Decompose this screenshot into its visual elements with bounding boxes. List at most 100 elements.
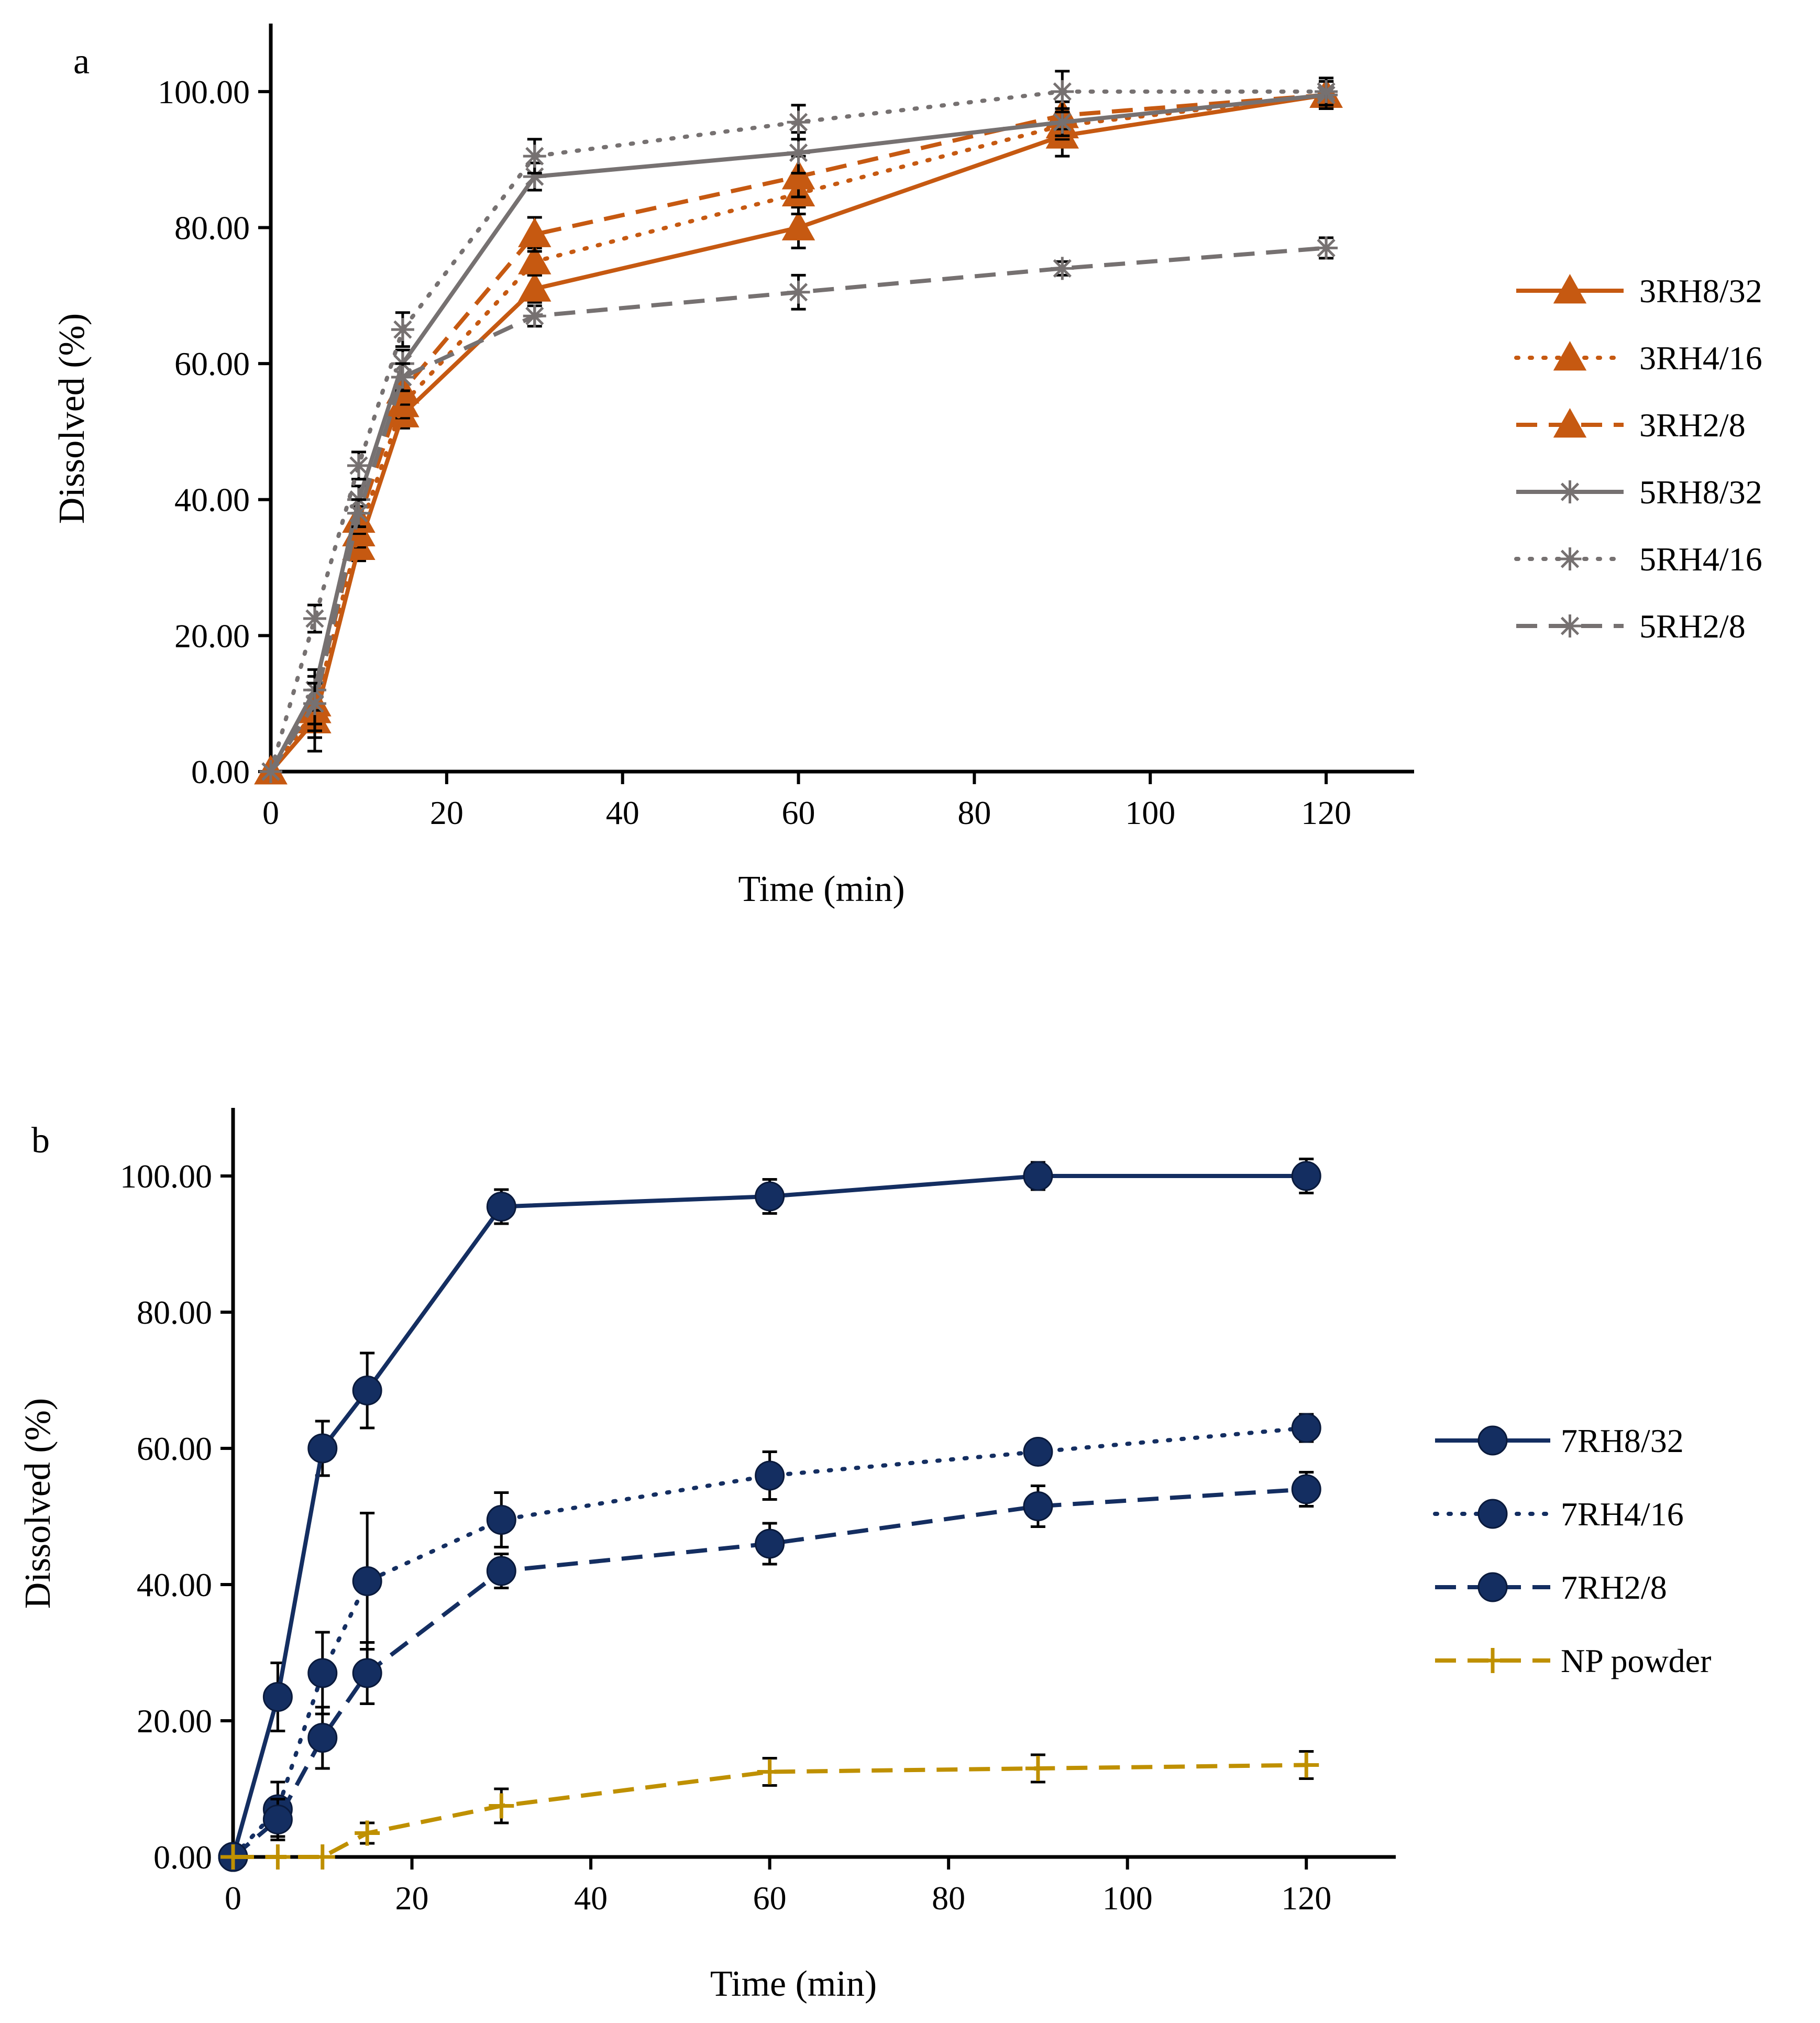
series-line	[269, 246, 1327, 773]
data-point	[262, 1682, 293, 1712]
data-point	[220, 1844, 246, 1870]
series-NP powder	[220, 1750, 1319, 1870]
data-point	[1291, 1474, 1321, 1504]
data-point	[787, 280, 810, 304]
data-point	[352, 1566, 382, 1596]
data-point	[262, 1805, 293, 1834]
y-tick-label: 60.00	[137, 1430, 212, 1467]
data-point	[1315, 236, 1338, 260]
legend-marker	[1477, 1572, 1508, 1602]
data-point	[1023, 1437, 1053, 1467]
legend-label: 7RH2/8	[1561, 1569, 1667, 1606]
legend-marker	[1477, 1499, 1508, 1529]
data-point	[1051, 80, 1074, 103]
x-tick-label: 120	[1281, 1879, 1331, 1917]
x-tick-label: 80	[957, 794, 991, 831]
legend-label: 3RH8/32	[1639, 272, 1762, 310]
data-point	[755, 1529, 785, 1559]
data-point	[352, 1658, 382, 1688]
data-point	[787, 141, 810, 164]
data-point	[355, 1820, 380, 1846]
series-5RH2/8	[259, 236, 1338, 783]
legend-item-7RH2/8: 7RH2/8	[1435, 1569, 1667, 1606]
legend-marker	[1553, 273, 1587, 304]
legend-label: 3RH2/8	[1639, 406, 1746, 444]
data-point	[518, 245, 551, 274]
legend-item-3RH8/32: 3RH8/32	[1516, 272, 1762, 310]
data-point	[347, 501, 370, 525]
legend-item-NP powder: NP powder	[1435, 1642, 1711, 1679]
data-point	[303, 607, 326, 630]
chart-panel-b: 0.00 20.00 40.00 60.00 80.00 100.00 0 20 40 60 80 1…	[18, 1108, 1711, 2004]
data-point	[787, 111, 810, 134]
series-7RH2/8	[218, 1471, 1321, 1872]
data-point	[1291, 1413, 1321, 1443]
legend-item-3RH4/16: 3RH4/16	[1514, 339, 1762, 377]
data-point	[486, 1556, 516, 1586]
data-point	[307, 1723, 338, 1753]
data-point	[352, 1376, 382, 1405]
series-5RH4/16	[259, 70, 1338, 783]
series-7RH4/16	[218, 1413, 1321, 1872]
data-point	[755, 1181, 785, 1212]
x-tick-label: 60	[782, 794, 815, 831]
data-point	[1315, 80, 1338, 103]
y-axis-title: Dissolved (%)	[52, 313, 92, 524]
legend-item-3RH2/8: 3RH2/8	[1516, 406, 1746, 444]
data-point	[523, 145, 546, 168]
series-line	[231, 1426, 1309, 1859]
y-tick-label: 100.00	[120, 1158, 212, 1195]
data-point	[486, 1505, 516, 1535]
data-point	[347, 454, 370, 477]
legend-marker	[1558, 547, 1582, 570]
legend-label: 5RH2/8	[1639, 608, 1746, 645]
legend-marker	[1480, 1648, 1505, 1673]
legend-label: 3RH4/16	[1639, 339, 1762, 377]
x-tick-label: 20	[395, 1879, 429, 1917]
y-tick-label: 0.00	[191, 753, 250, 790]
data-point	[755, 1460, 785, 1491]
legend-label: 5RH8/32	[1639, 474, 1762, 511]
data-point	[1051, 257, 1074, 280]
legend-item-7RH8/32: 7RH8/32	[1435, 1422, 1684, 1459]
y-tick-label: 0.00	[153, 1839, 212, 1876]
series-line	[231, 1174, 1307, 1858]
data-point	[1023, 1161, 1053, 1191]
x-tick-label: 80	[932, 1879, 965, 1917]
legend-item-7RH4/16: 7RH4/16	[1433, 1496, 1684, 1533]
data-point	[781, 211, 815, 240]
data-point	[1025, 1756, 1051, 1781]
series-line	[269, 93, 1329, 774]
data-point	[1023, 1491, 1053, 1521]
x-tick-label: 40	[606, 794, 639, 831]
legend-label: 7RH8/32	[1561, 1422, 1684, 1459]
x-tick-label: 40	[574, 1879, 608, 1917]
legend-label: NP powder	[1561, 1642, 1711, 1679]
x-axis-title: Time (min)	[710, 1964, 877, 2004]
data-point	[1051, 111, 1074, 134]
y-tick-label: 40.00	[174, 481, 250, 519]
y-tick-label: 80.00	[137, 1294, 212, 1331]
data-point	[757, 1759, 782, 1785]
x-tick-label: 60	[753, 1879, 787, 1917]
x-tick-label: 20	[430, 794, 464, 831]
legend-marker	[1553, 340, 1587, 371]
data-point	[307, 1658, 338, 1688]
chart-panel-a: 0.00 20.00 40.00 60.00 80.00 100.00 0 20 40 60 80 1…	[52, 24, 1762, 909]
series-line	[269, 93, 1327, 773]
data-point	[486, 1192, 516, 1222]
x-tick-label: 100	[1102, 1879, 1153, 1917]
data-point	[518, 217, 551, 247]
data-point	[307, 1433, 338, 1464]
data-point	[489, 1793, 514, 1819]
legend-item-5RH2/8: 5RH2/8	[1516, 608, 1746, 645]
data-point	[310, 1844, 335, 1870]
data-point	[259, 760, 282, 783]
y-tick-label: 100.00	[158, 73, 250, 111]
legend-marker	[1553, 408, 1587, 438]
series-7RH8/32	[218, 1158, 1321, 1872]
data-point	[518, 272, 551, 302]
x-axis-title: Time (min)	[738, 869, 905, 909]
x-tick-label: 0	[262, 794, 279, 831]
